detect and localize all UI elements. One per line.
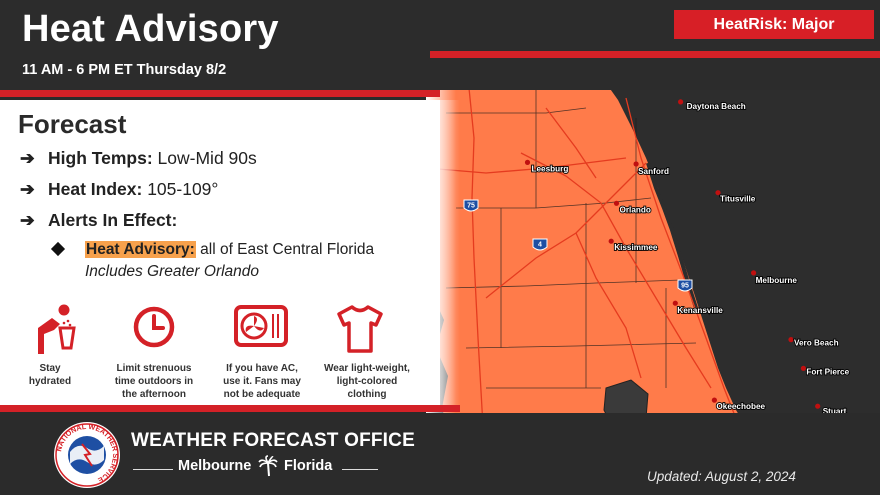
- forecast-item-alerts: ➔ Alerts In Effect:: [20, 210, 178, 230]
- advisory-subtext: Includes Greater Orlando: [85, 263, 260, 280]
- palm-tree-icon: [258, 455, 278, 482]
- city-marker: [715, 190, 721, 196]
- city-label: Kissimmee: [614, 243, 658, 252]
- city-marker: [815, 403, 821, 409]
- arrow-icon: ➔: [20, 179, 35, 199]
- office-name: WEATHER FORECAST OFFICE: [131, 430, 415, 451]
- map-svg: Daytona Beach Leesburg Sanford Orlando Titus…: [426, 58, 880, 444]
- tip-caption-hydrate: Stay hydrated: [28, 363, 72, 387]
- air-conditioner-icon: [233, 304, 289, 355]
- arrow-icon: ➔: [20, 148, 35, 168]
- city-label: Titusville: [720, 195, 756, 204]
- city-marker: [800, 365, 806, 371]
- advisory-map: Daytona Beach Leesburg Sanford Orlando Titus…: [426, 58, 880, 444]
- footer: [0, 413, 880, 495]
- county-lines: [445, 78, 697, 389]
- header-red-bar: [0, 90, 440, 97]
- city-marker: [678, 99, 684, 105]
- interstate-shield: 75: [463, 199, 479, 212]
- divider-left: [133, 469, 173, 470]
- tip-caption-clothing: Wear light-weight, light-colored clothin…: [324, 363, 410, 400]
- interstate-layer: 75 4 95: [463, 199, 693, 292]
- interstate-shield: 95: [677, 279, 693, 292]
- clock-icon: [132, 304, 176, 355]
- tshirt-icon: [336, 304, 384, 359]
- svg-text:4: 4: [538, 242, 542, 249]
- city-label: Kenansville: [677, 306, 723, 315]
- city-marker: [608, 238, 614, 244]
- city-marker: [711, 397, 717, 403]
- heatrisk-badge: HeatRisk: Major: [674, 10, 874, 39]
- city-marker: [613, 200, 620, 206]
- panel-fade: [400, 100, 460, 405]
- advisory-time: 11 AM - 6 PM ET Thursday 8/2: [22, 62, 227, 78]
- advisory-line: Heat Advisory: all of East Central Flori…: [85, 241, 375, 258]
- tip-caption-limit-outdoors: Limit strenuous time outdoors in the aft…: [114, 363, 194, 400]
- city-label: Fort Pierce: [806, 367, 849, 376]
- nws-logo: NATIONAL WEATHER SERVICE: [52, 420, 122, 495]
- interstate-shield: 4: [532, 238, 548, 251]
- svg-text:75: 75: [467, 203, 475, 210]
- city-label: Vero Beach: [794, 339, 839, 348]
- office-city: Melbourne: [178, 458, 252, 474]
- city-marker: [788, 337, 794, 343]
- city-label: Stuart: [823, 407, 847, 416]
- city-label: Sanford: [638, 167, 669, 176]
- city-label: Melbourne: [756, 276, 798, 285]
- city-label: Orlando: [620, 205, 651, 214]
- forecast-item-high-temps: ➔ High Temps: Low-Mid 90s: [20, 148, 257, 168]
- city-marker: [524, 159, 531, 165]
- svg-text:95: 95: [681, 283, 689, 290]
- divider-right: [342, 469, 378, 470]
- city-layer: Daytona Beach Leesburg Sanford Orlando Titus…: [524, 99, 851, 417]
- office-state: Florida: [284, 458, 333, 474]
- map-top-red-bar: [430, 51, 880, 58]
- forecast-heading: Forecast: [18, 109, 127, 139]
- forecast-panel: [0, 100, 440, 405]
- arrow-icon: ➔: [20, 210, 35, 230]
- city-label: Leesburg: [532, 164, 569, 173]
- city-label: Okeechobee: [716, 402, 765, 411]
- tip-caption-ac: If you have AC, use it. Fans may not be …: [223, 363, 301, 400]
- city-marker: [633, 161, 639, 167]
- advisory-tag: Heat Advisory:: [85, 241, 196, 258]
- hydration-icon: [34, 304, 78, 361]
- city-marker: [672, 300, 678, 306]
- forecast-item-heat-index: ➔ Heat Index: 105-109°: [20, 179, 219, 199]
- updated-timestamp: Updated: August 2, 2024: [647, 469, 796, 484]
- city-label: Daytona Beach: [687, 102, 746, 111]
- page-title: Heat Advisory: [22, 8, 279, 50]
- city-marker: [751, 270, 757, 276]
- panel-bottom-red-bar: [0, 405, 460, 412]
